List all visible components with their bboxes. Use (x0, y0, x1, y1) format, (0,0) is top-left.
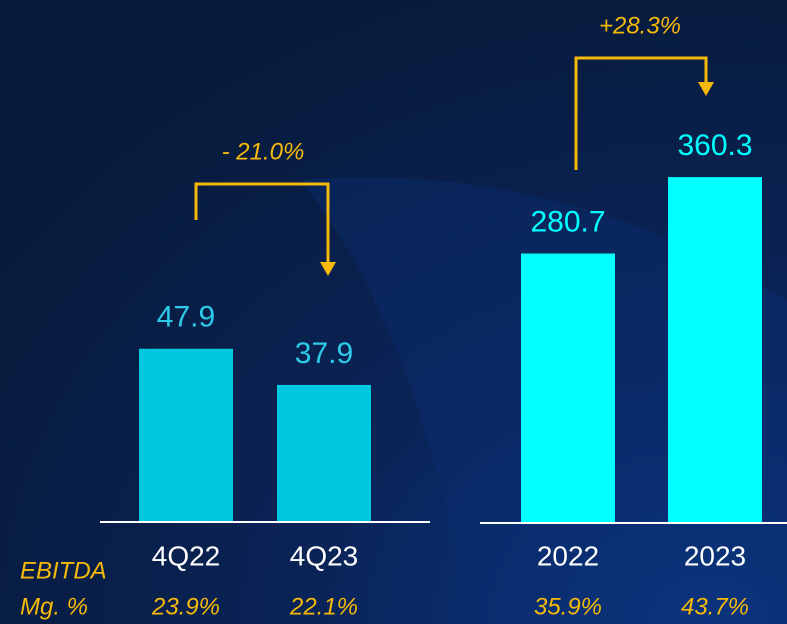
x-tick-label: 4Q23 (290, 540, 359, 571)
value-label: 37.9 (295, 337, 353, 370)
margin-label: 43.7% (681, 593, 749, 620)
value-label: 47.9 (157, 301, 215, 334)
arrowhead (320, 262, 336, 276)
value-label: 360.3 (677, 129, 752, 162)
row-label: EBITDA (20, 557, 107, 584)
bar (521, 253, 615, 523)
bracket (194, 182, 330, 266)
margin-label: 23.9% (151, 593, 220, 620)
x-tick-label: 2022 (537, 540, 599, 571)
row-label: Mg. % (20, 593, 88, 620)
x-tick-label: 2023 (684, 540, 746, 571)
bar (139, 348, 233, 522)
margin-label: 35.9% (534, 593, 602, 620)
bar (668, 177, 762, 523)
x-tick-label: 4Q22 (152, 540, 221, 571)
change-brackets (194, 56, 708, 266)
arrowhead (698, 82, 714, 96)
bracket (574, 56, 708, 170)
margin-label: 22.1% (289, 593, 358, 620)
change-annotation: +28.3% (599, 12, 681, 39)
arrowheads (320, 82, 714, 276)
bar (277, 384, 371, 522)
change-annotation: - 21.0% (222, 138, 305, 165)
value-label: 280.7 (530, 205, 605, 238)
